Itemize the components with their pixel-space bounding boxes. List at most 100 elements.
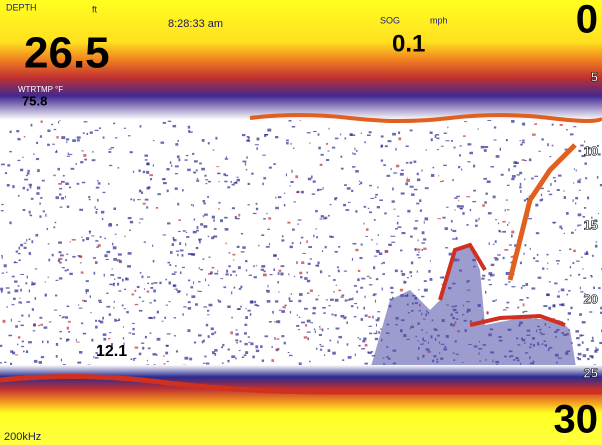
echo xyxy=(492,243,495,245)
echo xyxy=(58,251,62,254)
echo xyxy=(19,297,21,299)
echo xyxy=(189,357,193,361)
echo xyxy=(182,313,184,316)
echo xyxy=(368,211,372,214)
echo xyxy=(280,265,285,268)
echo xyxy=(547,190,550,192)
echo xyxy=(213,235,218,238)
echo xyxy=(466,196,471,198)
echo xyxy=(558,249,562,251)
echo xyxy=(306,240,308,244)
echo xyxy=(202,199,206,203)
echo xyxy=(493,126,497,129)
echo xyxy=(55,342,59,346)
echo xyxy=(1,256,3,259)
echo xyxy=(528,218,532,220)
echo xyxy=(149,302,152,304)
echo xyxy=(570,306,573,310)
echo xyxy=(440,181,442,183)
echo xyxy=(185,243,187,246)
echo xyxy=(310,322,314,324)
echo xyxy=(33,153,35,156)
echo xyxy=(523,199,526,202)
echo xyxy=(91,159,96,162)
echo xyxy=(391,296,394,300)
echo xyxy=(85,289,89,293)
echo xyxy=(443,132,448,134)
echo xyxy=(296,314,298,316)
echo xyxy=(273,321,277,323)
echo xyxy=(51,123,54,126)
echo xyxy=(108,223,113,227)
echo xyxy=(572,199,574,202)
echo xyxy=(245,307,247,310)
echo xyxy=(299,293,303,296)
echo xyxy=(548,193,553,196)
echo xyxy=(586,347,589,351)
echo xyxy=(405,161,409,164)
echo xyxy=(442,180,444,183)
echo xyxy=(598,287,601,290)
echo xyxy=(283,203,286,207)
echo xyxy=(334,137,339,140)
echo xyxy=(566,212,569,215)
echo xyxy=(176,288,178,291)
echo xyxy=(59,187,63,190)
echo xyxy=(338,335,343,339)
echo xyxy=(93,356,95,359)
echo xyxy=(0,255,3,257)
echo xyxy=(305,324,308,327)
echo xyxy=(399,288,404,292)
echo xyxy=(88,198,91,201)
echo xyxy=(205,179,209,181)
echo xyxy=(98,127,101,130)
echo xyxy=(102,316,104,320)
echo xyxy=(519,140,521,142)
echo xyxy=(98,319,101,323)
echo xyxy=(117,167,120,169)
echo xyxy=(365,228,369,231)
echo xyxy=(345,209,350,211)
echo xyxy=(84,158,88,161)
echo xyxy=(419,199,422,203)
echo xyxy=(118,318,121,321)
echo xyxy=(95,352,98,355)
echo xyxy=(57,121,60,124)
echo xyxy=(46,227,48,231)
echo xyxy=(522,284,526,287)
echo xyxy=(519,299,524,301)
echo xyxy=(467,143,472,146)
echo xyxy=(354,353,356,357)
echo xyxy=(35,233,39,237)
echo xyxy=(140,191,144,194)
echo xyxy=(59,315,62,317)
echo xyxy=(440,145,444,147)
structure-edge xyxy=(469,313,566,327)
echo xyxy=(22,208,26,211)
echo xyxy=(400,192,405,195)
echo xyxy=(575,330,580,333)
echo xyxy=(97,198,99,202)
echo xyxy=(277,258,279,260)
echo xyxy=(484,146,489,149)
echo xyxy=(66,141,68,143)
echo xyxy=(199,240,201,244)
echo xyxy=(21,314,24,317)
echo xyxy=(79,208,84,211)
echo xyxy=(61,267,65,269)
echo xyxy=(208,272,212,275)
echo xyxy=(169,264,172,266)
echo xyxy=(397,226,402,228)
echo xyxy=(65,138,70,141)
echo xyxy=(421,169,423,172)
echo xyxy=(351,189,354,193)
echo xyxy=(205,323,209,327)
echo xyxy=(108,183,110,185)
echo xyxy=(39,135,42,138)
echo xyxy=(273,254,277,256)
echo xyxy=(353,285,358,287)
echo xyxy=(160,141,165,144)
echo xyxy=(299,271,303,275)
bottom-line xyxy=(0,373,602,395)
